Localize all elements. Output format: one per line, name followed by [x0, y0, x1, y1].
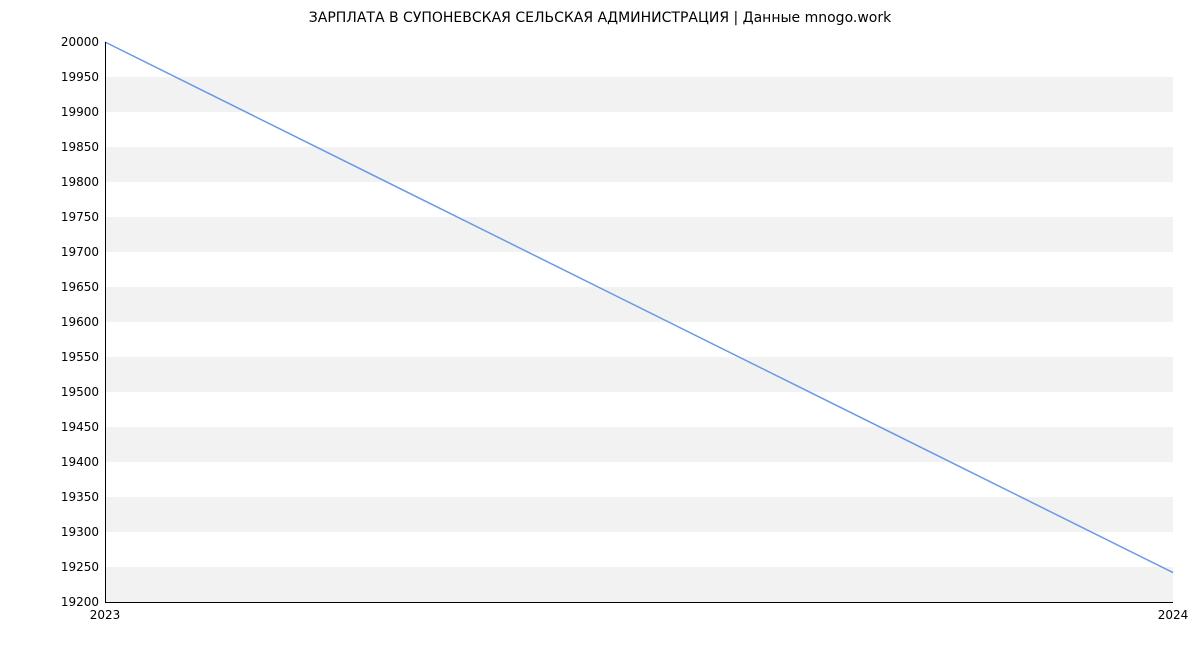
- chart-container: ЗАРПЛАТА В СУПОНЕВСКАЯ СЕЛЬСКАЯ АДМИНИСТ…: [0, 0, 1200, 650]
- x-tick-label: 2024: [1158, 602, 1189, 622]
- y-tick-label: 19750: [61, 210, 105, 224]
- series-line-salary: [105, 42, 1173, 573]
- y-tick-label: 19650: [61, 280, 105, 294]
- y-tick-label: 19350: [61, 490, 105, 504]
- line-series: [105, 42, 1173, 602]
- x-tick-label: 2023: [90, 602, 121, 622]
- y-tick-label: 19500: [61, 385, 105, 399]
- y-tick-label: 19450: [61, 420, 105, 434]
- y-tick-label: 19850: [61, 140, 105, 154]
- y-tick-label: 19950: [61, 70, 105, 84]
- x-axis-spine: [105, 602, 1173, 603]
- y-tick-label: 20000: [61, 35, 105, 49]
- y-tick-label: 19900: [61, 105, 105, 119]
- chart-title: ЗАРПЛАТА В СУПОНЕВСКАЯ СЕЛЬСКАЯ АДМИНИСТ…: [0, 10, 1200, 26]
- y-axis-spine: [105, 42, 106, 602]
- y-tick-label: 19550: [61, 350, 105, 364]
- plot-area: 1920019250193001935019400194501950019550…: [105, 42, 1173, 602]
- y-tick-label: 19700: [61, 245, 105, 259]
- y-tick-label: 19600: [61, 315, 105, 329]
- y-tick-label: 19300: [61, 525, 105, 539]
- y-tick-label: 19250: [61, 560, 105, 574]
- y-tick-label: 19800: [61, 175, 105, 189]
- y-tick-label: 19400: [61, 455, 105, 469]
